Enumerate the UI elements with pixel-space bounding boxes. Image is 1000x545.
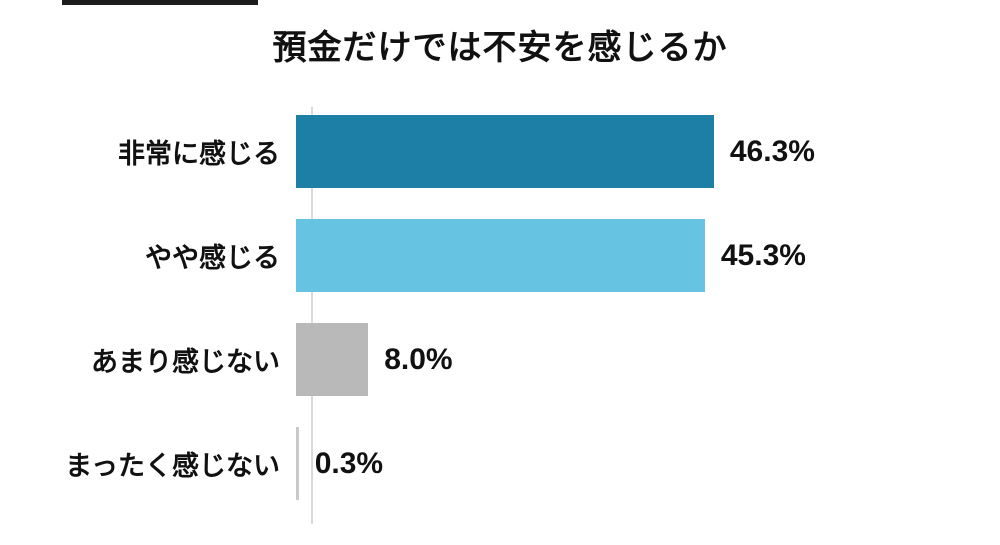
value-label: 8.0% — [384, 342, 453, 376]
category-label: 非常に感じる — [118, 139, 280, 169]
category-label: あまり感じない — [91, 347, 280, 377]
bar-row: まったく感じない 0.3% — [0, 427, 1000, 500]
bar-chart: 非常に感じる 46.3% やや感じる 45.3% あまり感じない 8.0% まっ… — [0, 107, 1000, 524]
bar — [296, 115, 714, 188]
bar — [296, 219, 705, 292]
bar-row: 非常に感じる 46.3% — [0, 115, 1000, 188]
value-label: 46.3% — [729, 134, 815, 168]
category-label: やや感じる — [145, 243, 280, 273]
bar-row: あまり感じない 8.0% — [0, 323, 1000, 396]
value-label: 0.3% — [314, 446, 384, 480]
axis-baseline — [311, 107, 313, 524]
cropped-text-fragment — [62, 0, 258, 5]
chart-title: 預金だけでは不安を感じるか — [272, 29, 728, 67]
bar-area: 8.0% — [296, 323, 1000, 396]
value-label: 45.3% — [720, 238, 806, 272]
category-label: まったく感じない — [65, 451, 280, 481]
bar-area: 0.3% — [296, 427, 1000, 500]
bar — [296, 427, 299, 500]
bar-area: 46.3% — [296, 115, 1000, 188]
bar — [296, 323, 369, 396]
bar-area: 45.3% — [296, 219, 1000, 292]
bar-row: やや感じる 45.3% — [0, 219, 1000, 292]
